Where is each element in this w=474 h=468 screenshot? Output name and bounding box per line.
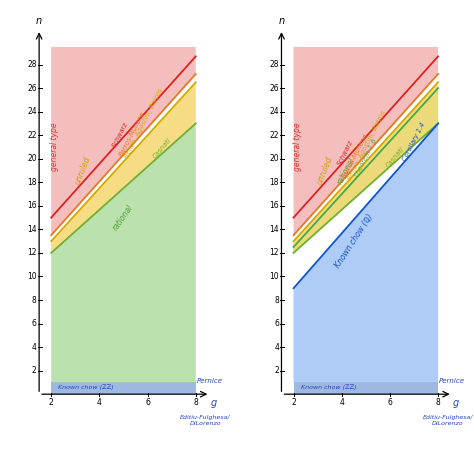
Text: Benzo, Agostini, Barros: Benzo, Agostini, Barros — [123, 88, 164, 159]
Text: 28: 28 — [27, 60, 36, 69]
Text: Theorem 1.6: Theorem 1.6 — [354, 138, 378, 178]
Polygon shape — [51, 47, 196, 218]
Text: rational: rational — [111, 203, 136, 232]
Text: 28: 28 — [270, 60, 279, 69]
Text: 22: 22 — [270, 131, 279, 140]
Text: Corollary 1.4: Corollary 1.4 — [402, 122, 427, 162]
Text: 6: 6 — [145, 398, 150, 407]
Text: 4: 4 — [274, 343, 279, 351]
Text: 20: 20 — [27, 154, 36, 163]
Polygon shape — [293, 82, 438, 253]
Text: Pernice: Pernice — [439, 378, 465, 384]
Text: rational: rational — [336, 155, 357, 185]
Text: 20: 20 — [269, 154, 279, 163]
Text: 8: 8 — [32, 295, 36, 305]
Text: unruled: unruled — [73, 155, 92, 186]
Text: Casnati: Casnati — [385, 146, 406, 168]
Text: 10: 10 — [27, 272, 36, 281]
Text: 24: 24 — [269, 107, 279, 116]
Text: Schwarz: Schwarz — [337, 139, 355, 167]
Text: 12: 12 — [27, 249, 36, 257]
Text: n: n — [36, 16, 42, 26]
Text: 2: 2 — [291, 398, 296, 407]
Text: Editiu-Fulghesa/
DiLorenzo: Editiu-Fulghesa/ DiLorenzo — [180, 416, 231, 426]
Text: 4: 4 — [339, 398, 344, 407]
Text: Schwarz: Schwarz — [111, 121, 129, 148]
Text: 2: 2 — [32, 366, 36, 375]
Text: 6: 6 — [32, 319, 36, 328]
Polygon shape — [293, 47, 438, 218]
Polygon shape — [51, 124, 196, 382]
Text: 22: 22 — [27, 131, 36, 140]
Text: 26: 26 — [269, 84, 279, 93]
Polygon shape — [293, 56, 438, 235]
Polygon shape — [293, 88, 438, 253]
Text: Known chow (ℤℤ): Known chow (ℤℤ) — [58, 385, 114, 390]
Text: Known chow (ℚ): Known chow (ℚ) — [333, 212, 374, 270]
Text: 6: 6 — [274, 319, 279, 328]
Text: 16: 16 — [27, 201, 36, 210]
Polygon shape — [51, 56, 196, 235]
Text: Editiu-Fulghesa/
DiLorenzo: Editiu-Fulghesa/ DiLorenzo — [422, 416, 473, 426]
Polygon shape — [51, 382, 196, 394]
Text: unruled: unruled — [315, 155, 335, 186]
Text: 2: 2 — [49, 398, 54, 407]
Polygon shape — [293, 124, 438, 382]
Text: 24: 24 — [27, 107, 36, 116]
Text: 26: 26 — [27, 84, 36, 93]
Text: 18: 18 — [27, 178, 36, 187]
Text: Barros-Mullane: Barros-Mullane — [118, 110, 146, 158]
Polygon shape — [51, 82, 196, 253]
Text: general type: general type — [50, 123, 59, 171]
Text: 10: 10 — [269, 272, 279, 281]
Text: general type: general type — [292, 123, 301, 171]
Text: 4: 4 — [32, 343, 36, 351]
Text: 8: 8 — [193, 398, 198, 407]
Text: Barros-Mullane: Barros-Mullane — [342, 132, 370, 179]
Text: 2: 2 — [274, 366, 279, 375]
Text: g: g — [211, 398, 217, 408]
Polygon shape — [293, 382, 438, 394]
Text: 6: 6 — [387, 398, 392, 407]
Text: Pernice: Pernice — [197, 378, 223, 384]
Text: 12: 12 — [270, 249, 279, 257]
Text: 14: 14 — [27, 225, 36, 234]
Text: g: g — [453, 398, 459, 408]
Text: Benzo, Agostini, Barros: Benzo, Agostini, Barros — [346, 109, 387, 181]
Text: 16: 16 — [269, 201, 279, 210]
Text: 8: 8 — [436, 398, 440, 407]
Text: Known chow (ℤℤ): Known chow (ℤℤ) — [301, 385, 356, 390]
Text: Casnati: Casnati — [152, 137, 173, 160]
Text: 8: 8 — [274, 295, 279, 305]
Text: 4: 4 — [97, 398, 102, 407]
Text: 18: 18 — [270, 178, 279, 187]
Text: n: n — [278, 16, 284, 26]
Text: 14: 14 — [269, 225, 279, 234]
